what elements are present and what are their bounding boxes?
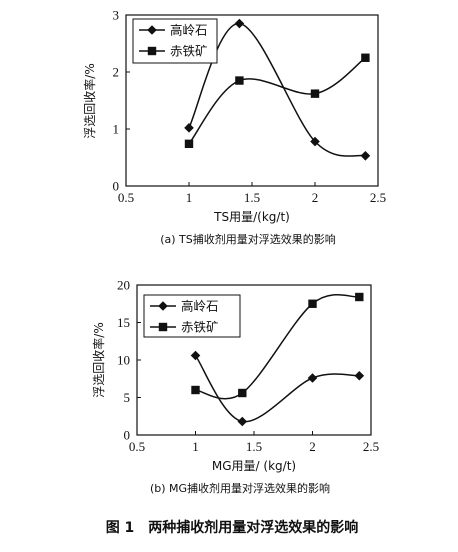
chart-a-xlabel: TS用量/(kg/t) — [213, 210, 290, 224]
data-point-diamond — [310, 136, 320, 147]
data-point-diamond — [360, 150, 371, 161]
data-point-diamond — [184, 123, 194, 133]
chart-b-series — [190, 292, 365, 427]
legend-marker-square — [158, 322, 168, 332]
data-point-diamond — [307, 373, 318, 383]
data-point-diamond — [237, 416, 248, 427]
y-tick-label: 1 — [113, 122, 120, 137]
data-point-square — [361, 53, 370, 62]
chart-a-caption: (a) TS捕收剂用量对浮选效果的影响 — [160, 232, 336, 246]
x-tick-label: 2 — [312, 190, 319, 205]
chart-a-ticks: 0.5 1 1.5 2 2.5 0 1 2 3 — [113, 8, 387, 206]
series-line-diamond — [194, 355, 360, 423]
x-tick-label: 1.5 — [244, 190, 260, 205]
data-point-square — [235, 76, 244, 85]
data-point-square — [238, 388, 247, 398]
legend-label: 赤铁矿 — [181, 320, 219, 335]
data-point-square — [355, 292, 364, 302]
data-point-square — [310, 89, 320, 98]
y-tick-label: 2 — [113, 65, 120, 80]
chart-a-series — [184, 18, 371, 161]
y-tick-label: 0 — [124, 428, 131, 443]
y-tick-label: 5 — [124, 390, 131, 405]
x-tick-label: 0.5 — [118, 190, 134, 205]
legend-marker-square — [147, 46, 157, 56]
x-tick-label: 1.5 — [246, 439, 262, 454]
data-point-diamond — [354, 370, 365, 381]
x-tick-label: 2.5 — [363, 439, 379, 454]
chart-a-ylabel: 浮选回收率/% — [82, 63, 97, 138]
chart-b-caption: (b) MG捕收剂用量对浮选效果的影响 — [150, 481, 330, 495]
data-point-diamond — [234, 18, 245, 29]
y-tick-label: 0 — [113, 179, 120, 194]
series-line-square — [195, 294, 360, 400]
series-line-square — [188, 57, 366, 145]
y-tick-label: 3 — [113, 8, 120, 23]
y-tick-label: 20 — [117, 278, 130, 293]
legend-label: 赤铁矿 — [170, 44, 208, 59]
legend-marker-diamond — [147, 25, 157, 35]
data-point-diamond — [190, 350, 201, 361]
x-tick-label: 1 — [192, 439, 199, 454]
figure-caption: 图 1 两种捕收剂用量对浮选效果的影响 — [106, 519, 359, 536]
legend-label: 高岭石 — [170, 23, 208, 38]
y-tick-label: 15 — [117, 315, 130, 330]
x-tick-label: 0.5 — [129, 439, 145, 454]
x-tick-label: 2 — [309, 439, 316, 454]
y-tick-label: 10 — [117, 353, 130, 368]
chart-b-ticks: 0.5 1 1.5 2 2.5 0 5 10 15 20 — [117, 278, 379, 455]
x-tick-label: 1 — [186, 190, 193, 205]
data-point-square — [184, 139, 194, 149]
chart-b-xlabel: MG用量/ (kg/t) — [212, 459, 296, 473]
data-point-square — [191, 385, 200, 395]
x-tick-label: 2.5 — [370, 190, 386, 205]
legend-marker-diamond — [158, 301, 168, 311]
chart-b-ylabel: 浮选回收率/% — [91, 322, 106, 397]
series-line-diamond — [188, 22, 366, 157]
data-point-square — [308, 299, 317, 308]
legend-label: 高岭石 — [181, 299, 219, 314]
legend-box — [132, 18, 218, 64]
